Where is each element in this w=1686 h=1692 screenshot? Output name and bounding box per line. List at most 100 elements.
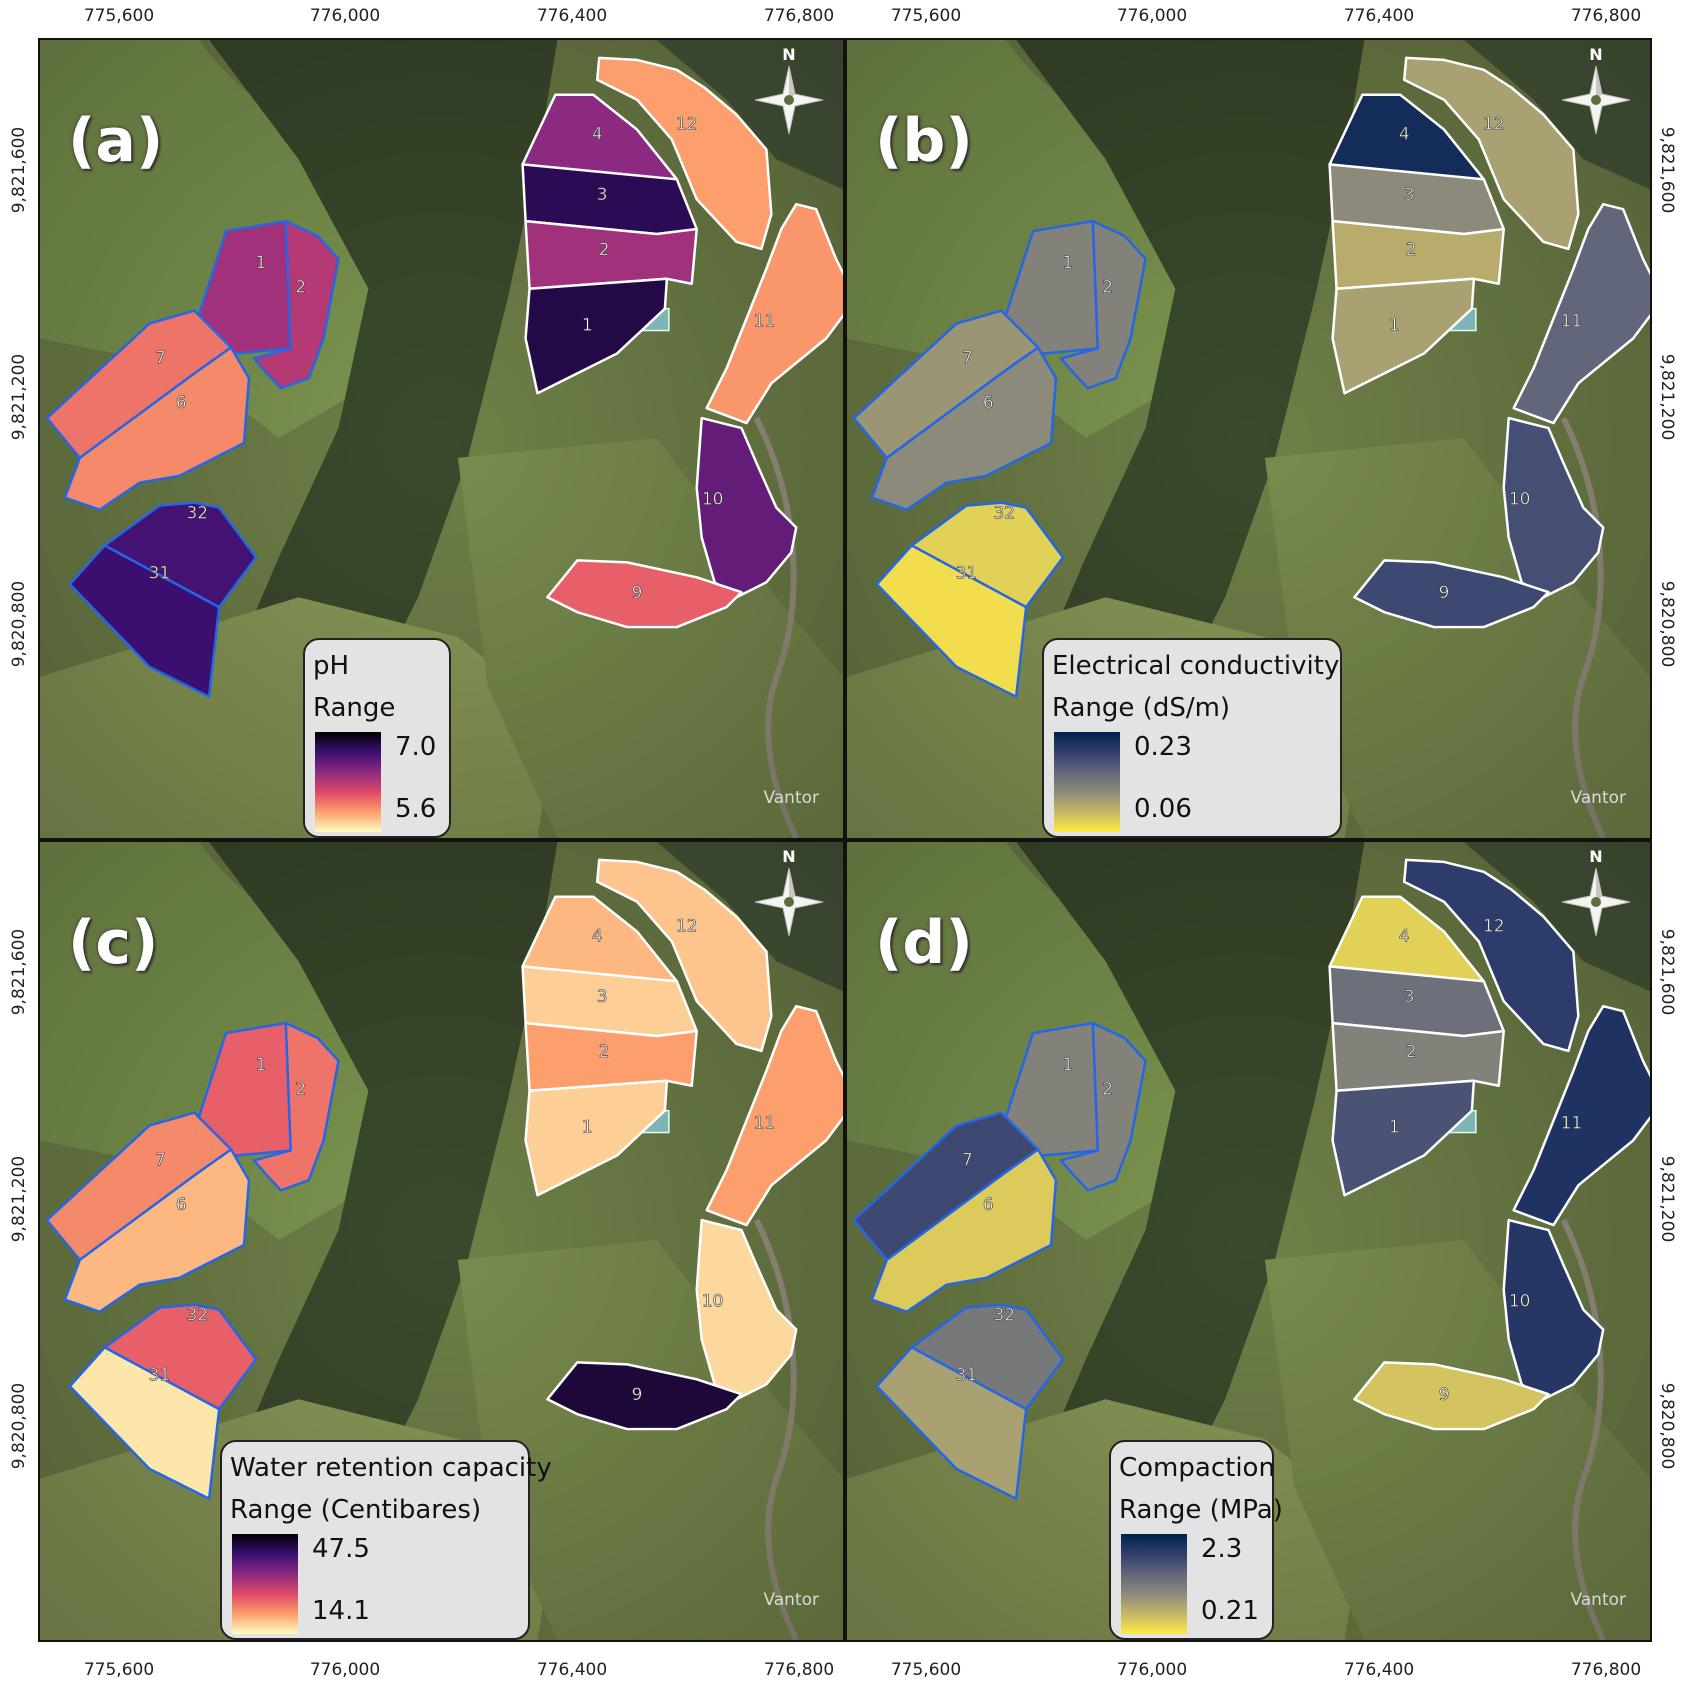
field-polygon <box>546 1361 743 1431</box>
imagery-watermark: Vantor <box>1570 1590 1626 1610</box>
top-coordinate-label: 776,000 <box>1116 6 1188 26</box>
legend-max-value: 2.3 <box>1201 1534 1243 1564</box>
compass-center <box>1591 95 1601 105</box>
map-panel: 1 2 7 6 32 31 4 3 2 1 12 11 10 9 (c) N Vantor Water reten… <box>38 840 845 1642</box>
field-polygon <box>1331 277 1476 395</box>
top-coordinate-label: 776,800 <box>763 6 835 26</box>
north-label: N <box>782 847 795 866</box>
field-number-label: 4 <box>1399 926 1410 946</box>
field-polygon <box>1331 219 1505 290</box>
north-label: N <box>782 45 795 64</box>
field-polygon <box>595 858 773 1053</box>
compass-center <box>784 95 794 105</box>
bottom-coordinate-label: 776,400 <box>536 1660 608 1680</box>
panel-letter: (c) <box>68 908 159 978</box>
legend-range-label: Range <box>313 693 396 723</box>
north-label: N <box>1589 847 1602 866</box>
field-polygon <box>68 1346 221 1500</box>
field-number-label: 4 <box>1399 124 1410 144</box>
field-number-label: 11 <box>754 311 776 331</box>
field-number-label: 7 <box>155 347 166 367</box>
legend-max-value: 7.0 <box>395 732 437 762</box>
field-number-label: 2 <box>599 1041 610 1061</box>
field-polygon <box>595 56 773 251</box>
left-coordinate-label: 9,821,200 <box>9 353 29 441</box>
field-number-label: 9 <box>632 582 643 602</box>
field-polygon <box>63 1148 251 1313</box>
field-number-label: 32 <box>993 1305 1015 1325</box>
imagery-watermark: Vantor <box>763 1590 819 1610</box>
field-number-label: 4 <box>592 926 603 946</box>
field-number-label: 12 <box>1483 114 1505 134</box>
field-number-label: 32 <box>186 1305 208 1325</box>
bottom-coordinate-label: 776,400 <box>1343 1660 1415 1680</box>
legend-max-value: 47.5 <box>312 1534 370 1564</box>
field-polygon <box>870 346 1058 511</box>
legend-title: Electrical conductivity <box>1052 651 1340 681</box>
field-polygon <box>252 219 340 390</box>
north-arrow-icon: N <box>754 45 824 135</box>
legend-range-label: Range (MPa) <box>1119 1495 1283 1525</box>
legend-min-value: 14.1 <box>312 1596 370 1626</box>
field-number-label: 1 <box>582 315 593 335</box>
field-number-label: 31 <box>956 562 978 582</box>
north-arrow-icon: N <box>754 847 824 937</box>
legend-colorbar: 47.5 14.1 <box>230 1534 516 1634</box>
bottom-coordinate-label: 776,000 <box>309 1660 381 1680</box>
field-number-label: 3 <box>597 986 608 1006</box>
field-number-label: 1 <box>1063 1054 1074 1074</box>
field-polygon <box>705 202 843 425</box>
field-number-label: 12 <box>676 114 698 134</box>
legend: pH Range 7.0 5.6 <box>303 638 451 838</box>
field-number-label: 6 <box>176 392 187 412</box>
field-number-label: 1 <box>1063 252 1074 272</box>
field-number-label: 10 <box>702 489 724 509</box>
legend-colorbar: 2.3 0.21 <box>1119 1534 1260 1634</box>
legend-colorbar: 0.23 0.06 <box>1052 732 1328 832</box>
bottom-coordinate-label: 775,600 <box>83 1660 155 1680</box>
field-polygon <box>524 1021 698 1092</box>
left-coordinate-label: 9,821,600 <box>9 928 29 1016</box>
field-number-label: 11 <box>1561 1113 1583 1133</box>
panel-letter: (a) <box>68 106 164 176</box>
legend-title: pH <box>313 651 350 681</box>
left-coordinate-label: 9,820,800 <box>9 580 29 668</box>
map-panel: 1 2 7 6 32 31 4 3 2 1 12 11 10 9 (d) N Vantor Compaction R… <box>845 840 1652 1642</box>
legend-title: Water retention capacity <box>230 1453 552 1483</box>
compass-center <box>784 897 794 907</box>
field-number-label: 32 <box>186 503 208 523</box>
field-number-label: 7 <box>962 347 973 367</box>
legend-colorbar: 7.0 5.6 <box>313 732 437 832</box>
field-number-label: 7 <box>962 1149 973 1169</box>
field-polygon <box>1059 1021 1147 1192</box>
legend: Electrical conductivity Range (dS/m) 0.23 0… <box>1042 638 1342 838</box>
panel-letter: (d) <box>875 908 973 978</box>
field-number-label: 9 <box>632 1384 643 1404</box>
imagery-watermark: Vantor <box>1570 788 1626 808</box>
legend-gradient <box>315 732 381 832</box>
field-number-label: 7 <box>155 1149 166 1169</box>
field-number-label: 2 <box>1406 239 1417 259</box>
north-arrow-icon: N <box>1561 847 1631 937</box>
field-number-label: 9 <box>1439 1384 1450 1404</box>
legend-min-value: 0.21 <box>1201 1596 1259 1626</box>
field-number-label: 1 <box>256 252 267 272</box>
field-polygon <box>1402 56 1580 251</box>
field-number-label: 32 <box>993 503 1015 523</box>
field-polygon <box>68 544 221 698</box>
bottom-coordinate-label: 776,800 <box>763 1660 835 1680</box>
north-label: N <box>1589 45 1602 64</box>
compass-center <box>1591 897 1601 907</box>
top-coordinate-label: 776,400 <box>1343 6 1415 26</box>
legend-gradient <box>232 1534 298 1634</box>
right-coordinate-label: 9,821,200 <box>1657 353 1677 441</box>
legend-title: Compaction <box>1119 1453 1275 1483</box>
field-number-label: 2 <box>295 277 306 297</box>
legend-max-value: 0.23 <box>1134 732 1192 762</box>
field-polygon <box>546 559 743 629</box>
right-coordinate-label: 9,820,800 <box>1657 580 1677 668</box>
field-number-label: 12 <box>1483 916 1505 936</box>
field-polygon <box>524 277 669 395</box>
